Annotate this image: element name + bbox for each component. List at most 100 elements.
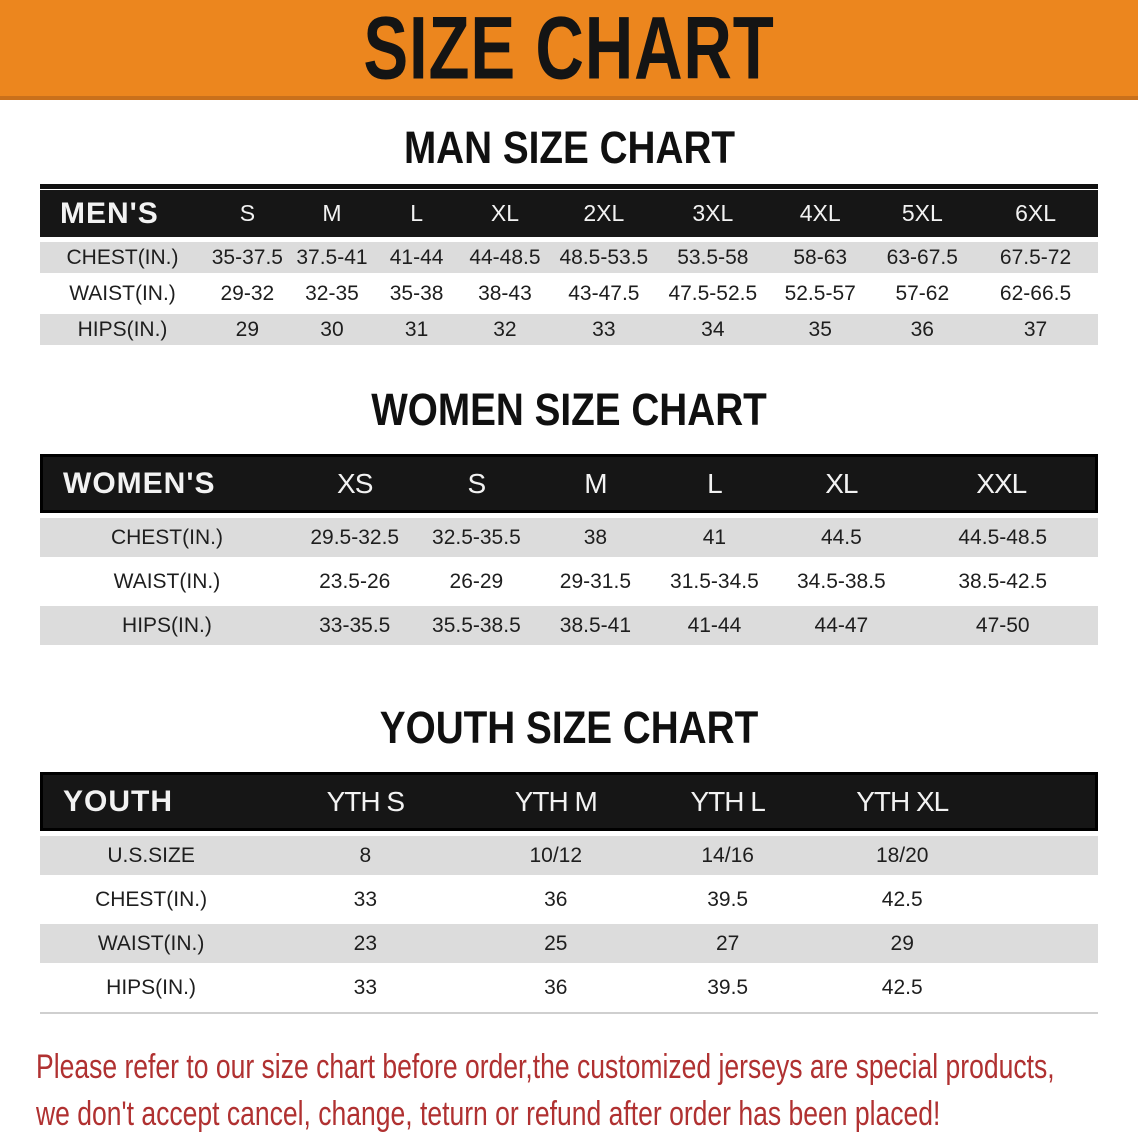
row-label: HIPS(IN.) <box>106 975 196 999</box>
disclaimer-note: Please refer to our size chart before or… <box>36 1044 1138 1138</box>
table-group-label: MEN'S <box>40 190 206 237</box>
data-cell: 29-32 <box>220 281 275 305</box>
size-chart-banner: SIZE CHART <box>0 0 1138 100</box>
data-cell: 8 <box>262 836 469 875</box>
column-header: 6XL <box>973 190 1098 237</box>
column-header: L <box>653 454 776 513</box>
youth-section-heading-text: YOUTH SIZE CHART <box>379 702 759 753</box>
women-size-table: WOMEN'S XS S M L XL XXL CHEST(IN.) 29.5-32.5 32.… <box>40 449 1098 650</box>
data-cell: 62-66.5 <box>999 281 1072 305</box>
table-row: HIPS(IN.) 33-35.5 35.5-38.5 38.5-41 41-44 44-… <box>40 606 1098 645</box>
row-label: CHEST(IN.) <box>40 242 206 273</box>
data-cell: 32-35 <box>305 281 359 305</box>
data-cell: 42.5 <box>881 975 923 999</box>
data-cell: 39.5 <box>707 887 749 911</box>
filler-cell <box>992 836 1098 875</box>
data-cell: 29 <box>812 924 993 963</box>
row-label: WAIST(IN.) <box>69 281 176 305</box>
data-cell: 35-38 <box>389 281 444 305</box>
women-table-header-row: WOMEN'S XS S M L XL XXL <box>40 454 1098 513</box>
row-label: HIPS(IN.) <box>40 606 294 645</box>
row-label: CHEST(IN.) <box>95 887 208 911</box>
data-cell: 14/16 <box>643 836 813 875</box>
youth-size-table-wrap: YOUTH YTH S YTH M YTH L YTH XL U.S.SIZE 8 10/1… <box>40 767 1098 1014</box>
data-cell: 26-29 <box>449 569 504 593</box>
row-label: U.S.SIZE <box>40 836 263 875</box>
data-cell: 23.5-26 <box>319 569 391 593</box>
data-cell: 43-47.5 <box>568 281 640 305</box>
table-group-label: YOUTH <box>40 772 263 831</box>
data-cell: 36 <box>871 314 974 345</box>
data-cell: 41 <box>653 518 776 557</box>
disclaimer-line-2: we don't accept cancel, change, teturn o… <box>36 1095 941 1133</box>
men-table-topline <box>40 184 1098 189</box>
data-cell: 47-50 <box>907 606 1098 645</box>
data-cell: 36 <box>544 887 568 911</box>
disclaimer-line-1: Please refer to our size chart before or… <box>36 1048 1055 1086</box>
column-header: M <box>537 454 654 513</box>
column-header: YTH XL <box>812 772 993 831</box>
data-cell: 35-37.5 <box>205 242 290 273</box>
data-cell: 63-67.5 <box>871 242 974 273</box>
youth-size-table: YOUTH YTH S YTH M YTH L YTH XL U.S.SIZE 8 10/1… <box>40 767 1098 1014</box>
data-cell: 58-63 <box>768 242 872 273</box>
filler-cell <box>992 968 1098 1007</box>
table-group-label: WOMEN'S <box>40 454 294 513</box>
column-header: M <box>289 190 375 237</box>
data-cell: 53.5-58 <box>656 242 769 273</box>
data-cell: 35 <box>768 314 872 345</box>
men-size-table: MEN'S S M L XL 2XL 3XL 4XL 5XL 6XL CHEST(IN.) 35-3… <box>40 185 1098 350</box>
data-cell: 47.5-52.5 <box>668 281 758 305</box>
data-cell: 41-44 <box>653 606 776 645</box>
data-cell: 31.5-34.5 <box>670 569 759 593</box>
data-cell: 33-35.5 <box>293 606 416 645</box>
data-cell: 48.5-53.5 <box>550 242 657 273</box>
data-cell: 25 <box>468 924 644 963</box>
data-cell: 32 <box>458 314 551 345</box>
data-cell: 32.5-35.5 <box>415 518 538 557</box>
row-label: WAIST(IN.) <box>113 569 221 593</box>
column-header: YTH S <box>262 772 469 831</box>
data-cell: 57-62 <box>895 281 950 305</box>
data-cell: 33 <box>353 975 377 999</box>
table-row: WAIST(IN.) 29-32 32-35 35-38 38-43 43-47.5 47.… <box>40 278 1098 309</box>
data-cell: 38.5-41 <box>537 606 654 645</box>
table-row: WAIST(IN.) 23 25 27 29 <box>40 924 1098 963</box>
banner-title: SIZE CHART <box>363 0 775 98</box>
table-row: U.S.SIZE 8 10/12 14/16 18/20 <box>40 836 1098 875</box>
women-section-heading-text: WOMEN SIZE CHART <box>371 384 767 435</box>
data-cell: 67.5-72 <box>973 242 1098 273</box>
data-cell: 41-44 <box>374 242 459 273</box>
column-header: XS <box>293 454 416 513</box>
data-cell: 18/20 <box>812 836 993 875</box>
row-label: HIPS(IN.) <box>40 314 206 345</box>
men-section-heading: MAN SIZE CHART <box>0 122 1138 174</box>
data-cell: 33 <box>550 314 657 345</box>
men-table-header-row: MEN'S S M L XL 2XL 3XL 4XL 5XL 6XL <box>40 190 1098 237</box>
data-cell: 44.5-48.5 <box>907 518 1098 557</box>
column-header: 2XL <box>550 190 657 237</box>
row-label: WAIST(IN.) <box>40 924 263 963</box>
women-section-heading: WOMEN SIZE CHART <box>0 384 1138 436</box>
data-cell: 33 <box>353 887 377 911</box>
table-row: CHEST(IN.) 29.5-32.5 32.5-35.5 38 41 44.5 44.5… <box>40 518 1098 557</box>
column-header: L <box>374 190 459 237</box>
filler-cell <box>992 880 1098 919</box>
column-header: S <box>205 190 290 237</box>
data-cell: 36 <box>544 975 568 999</box>
data-cell: 37 <box>973 314 1098 345</box>
data-cell: 38 <box>537 518 654 557</box>
data-cell: 42.5 <box>881 887 923 911</box>
data-cell: 38-43 <box>478 281 532 305</box>
column-header: S <box>415 454 538 513</box>
column-header: 4XL <box>768 190 872 237</box>
data-cell: 35.5-38.5 <box>415 606 538 645</box>
column-header: XXL <box>907 454 1098 513</box>
data-cell: 44.5 <box>775 518 908 557</box>
data-cell: 52.5-57 <box>784 281 856 305</box>
data-cell: 37.5-41 <box>289 242 375 273</box>
column-header: YTH L <box>643 772 813 831</box>
column-header: 3XL <box>656 190 769 237</box>
filler-cell <box>992 772 1098 831</box>
data-cell: 29.5-32.5 <box>293 518 416 557</box>
